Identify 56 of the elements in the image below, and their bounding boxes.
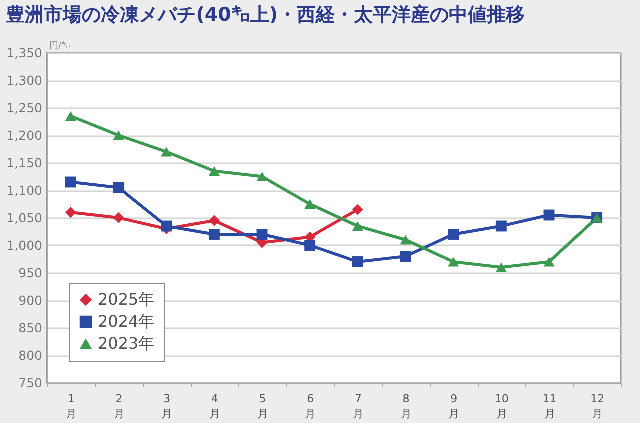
x-tick-label: 9月 (448, 392, 460, 420)
x-tick-label: 1月 (66, 392, 77, 420)
point (352, 204, 364, 216)
legend-label: 2024年 (98, 312, 155, 331)
legend-label: 2023年 (98, 334, 155, 353)
x-tick-label: 10月 (494, 392, 509, 420)
point (352, 256, 364, 268)
x-tick-label: 3月 (162, 392, 173, 420)
point (496, 220, 507, 232)
point (161, 220, 172, 232)
legend-label: 2025年 (98, 290, 155, 309)
y-tick-label: 1,200 (6, 128, 43, 143)
point (496, 262, 507, 272)
point (304, 240, 316, 251)
point (544, 210, 555, 221)
y-tick-label: 800 (18, 348, 43, 363)
x-tick-label: 6月 (305, 392, 316, 420)
y-tick-label: 950 (18, 266, 43, 280)
point (256, 172, 268, 182)
point (113, 212, 124, 224)
x-tick-label: 7月 (352, 392, 364, 420)
x-tick-label: 8月 (400, 392, 412, 420)
point (161, 147, 172, 157)
point (65, 112, 76, 121)
y-tick-label: 750 (18, 376, 43, 390)
point (544, 257, 555, 267)
y-tick-label: 900 (18, 293, 43, 308)
x-tick-label: 4月 (209, 392, 220, 420)
x-tick-label: 11月 (542, 392, 557, 420)
y-tick-label: 1,150 (6, 156, 43, 170)
point (65, 207, 76, 218)
point (208, 166, 220, 176)
point (448, 229, 460, 240)
y-tick-label: 1,350 (6, 46, 43, 60)
point (113, 182, 124, 194)
point (65, 176, 76, 188)
y-tick-label: 1,250 (6, 100, 43, 116)
point (352, 222, 364, 231)
point (113, 130, 124, 140)
point (400, 235, 412, 245)
x-tick-label: 5月 (257, 392, 268, 420)
y-tick-label: 1,050 (6, 210, 43, 226)
point (400, 251, 412, 262)
y-tick-label: 1,300 (6, 73, 43, 88)
point (208, 215, 220, 226)
y-tick-label: 850 (18, 320, 43, 336)
x-tick-label: 12月 (590, 392, 605, 420)
chart-title: 豊洲市場の冷凍メバチ(40㌔上)・西経・太平洋産の中値推移 (5, 4, 526, 26)
y-axis-title: 円/㌔ (50, 42, 71, 52)
point (448, 257, 460, 267)
point (208, 229, 220, 240)
y-tick-label: 1,100 (6, 183, 43, 198)
x-tick-label: 2月 (114, 392, 125, 420)
point (256, 229, 268, 240)
y-tick-label: 1,000 (6, 238, 43, 253)
point (304, 200, 316, 209)
